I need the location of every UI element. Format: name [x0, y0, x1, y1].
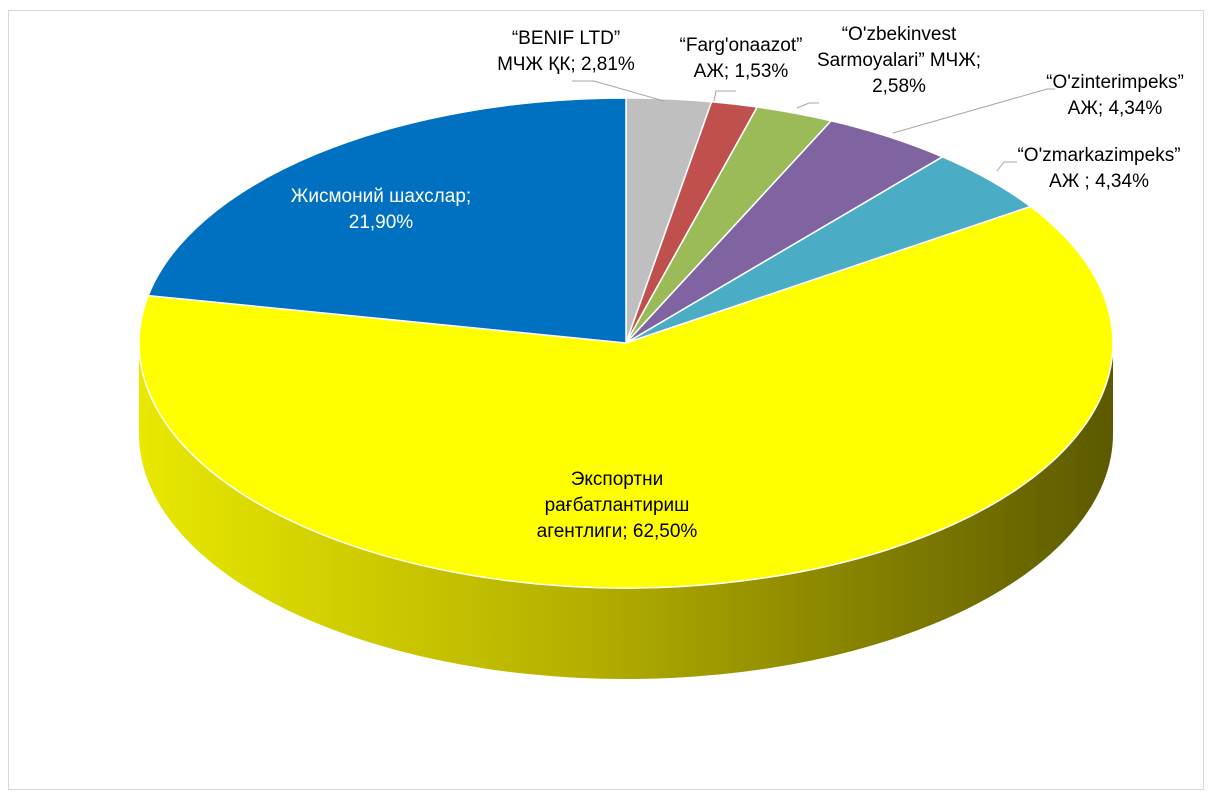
- leader-line-3: [892, 88, 1055, 134]
- slice-label-line: АЖ ; 4,34%: [1049, 171, 1149, 192]
- slice-label-0: “BENIF LTD” МЧЖ ҚК; 2,81%: [497, 28, 635, 75]
- slice-label-5: Экспортни рағбатлантириш агентлиги; 62,50%: [537, 469, 698, 542]
- slice-label-line: “O'zinterimpeks”: [1046, 72, 1184, 93]
- slice-label-2: “O'zbekinvest Sarmoyalari” МЧЖ; 2,58%: [817, 24, 981, 97]
- slice-label-line: “O'zbekinvest: [842, 24, 957, 45]
- slice-label-line: 2,58%: [872, 76, 926, 97]
- slice-side-5: [139, 343, 1113, 679]
- slice-label-4: “O'zmarkazimpeks” АЖ ; 4,34%: [1017, 145, 1180, 192]
- pie-slice-5[interactable]: [138, 205, 1114, 589]
- slice-label-line: АЖ; 4,34%: [1068, 98, 1163, 119]
- slice-label-line: АЖ; 1,53%: [694, 61, 789, 82]
- slice-label-6: Жисмоний шахслар; 21,90%: [291, 186, 471, 233]
- leader-line-2: [796, 102, 819, 109]
- slice-label-3: “O'zinterimpeks” АЖ; 4,34%: [1046, 72, 1184, 119]
- leader-line-4: [996, 161, 1017, 172]
- slice-label-line: 21,90%: [349, 212, 414, 233]
- slice-label-line: “Farg'onaazot”: [680, 35, 803, 56]
- slice-label-line: агентлиги; 62,50%: [537, 521, 698, 542]
- slice-label-line: “BENIF LTD”: [512, 28, 620, 49]
- pie-slice-6[interactable]: [147, 97, 627, 344]
- chart-frame: “BENIF LTD” МЧЖ ҚК; 2,81% “Farg'onaazot” АЖ…: [8, 10, 1204, 790]
- slice-label-line: Жисмоний шахслар;: [291, 186, 471, 207]
- slice-label-line: МЧЖ ҚК; 2,81%: [497, 54, 635, 75]
- leader-line-0: [572, 80, 665, 102]
- slice-label-1: “Farg'onaazot” АЖ; 1,53%: [680, 35, 803, 82]
- slice-label-line: Sarmoyalari” МЧЖ;: [817, 50, 981, 71]
- leader-line-1: [713, 90, 736, 102]
- slice-label-line: Экспортни: [571, 469, 664, 490]
- slice-label-line: рағбатлантириш: [545, 495, 690, 516]
- slice-label-line: “O'zmarkazimpeks”: [1017, 145, 1180, 166]
- pie-chart: “BENIF LTD” МЧЖ ҚК; 2,81% “Farg'onaazot” АЖ…: [138, 24, 1184, 679]
